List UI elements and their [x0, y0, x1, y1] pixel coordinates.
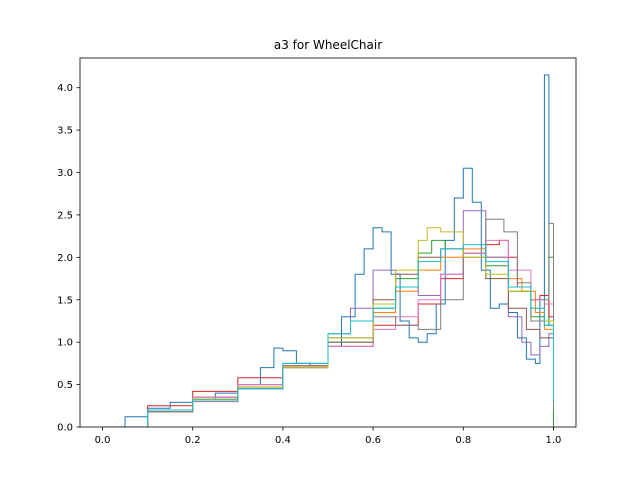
series-line-10: [102, 244, 554, 427]
y-tick-label: 0.0: [57, 423, 73, 434]
x-tick-label: 0.0: [95, 435, 111, 446]
chart-title: a3 for WheelChair: [274, 38, 382, 52]
axes-layer: 0.0 0.2 0.4 0.6 0.8 1.0 0.0 0.5 1.0 1.5 2.0 2.5 3.0 3…: [57, 57, 577, 446]
x-tick-label: 0.6: [365, 435, 381, 446]
y-tick-label: 3.5: [57, 126, 73, 137]
plot-frame: [79, 57, 577, 428]
y-tick-label: 4.0: [57, 83, 73, 94]
x-tick-label: 1.0: [546, 435, 562, 446]
y-tick-label: 1.5: [57, 295, 73, 306]
y-tick-label: 1.0: [57, 338, 73, 349]
series-layer: [102, 74, 554, 427]
x-tick-label: 0.2: [185, 435, 201, 446]
y-tick-label: 2.5: [57, 210, 73, 221]
y-tick-label: 3.0: [57, 168, 73, 179]
x-tick-label: 0.8: [455, 435, 471, 446]
x-tick-label: 0.4: [275, 435, 291, 446]
y-tick-label: 2.0: [57, 253, 73, 264]
y-tick-label: 0.5: [57, 380, 73, 391]
